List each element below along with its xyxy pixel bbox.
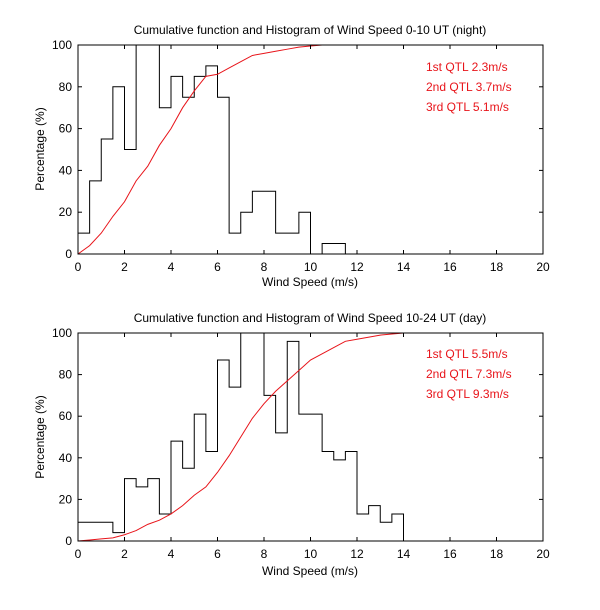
quantile-annotation-2: 2nd QTL 3.7m/s (426, 80, 512, 94)
x-axis-label: Wind Speed (m/s) (262, 275, 358, 289)
plot-area: 0 2 4 6 8 10 12 14 16 18 20 0 20 40 60 80 100 (52, 38, 550, 274)
quantile-annotation-2: 2nd QTL 7.3m/s (426, 367, 512, 381)
x-tick-label: 0 (75, 260, 82, 274)
x-tick-label: 0 (75, 547, 82, 561)
chart-panel-day: Cumulative function and Histogram of Win… (33, 311, 550, 578)
y-tick-label: 80 (59, 368, 73, 382)
x-tick-label: 18 (490, 260, 504, 274)
plot-area: 0 2 4 6 8 10 12 14 16 18 20 0 20 40 60 80 100 (52, 326, 550, 561)
x-tick-label: 14 (397, 260, 411, 274)
x-tick-label: 10 (304, 260, 318, 274)
x-tick-label: 4 (168, 260, 175, 274)
x-tick-label: 6 (214, 547, 221, 561)
x-tick-label: 6 (214, 260, 221, 274)
x-tick-label: 12 (350, 260, 364, 274)
y-tick-label: 80 (59, 80, 73, 94)
y-tick-label: 0 (65, 534, 72, 548)
quantile-annotation-1: 1st QTL 5.5m/s (426, 347, 508, 361)
x-tick-label: 8 (261, 547, 268, 561)
y-tick-label: 40 (59, 163, 73, 177)
x-tick-label: 4 (168, 547, 175, 561)
x-tick-label: 20 (536, 260, 550, 274)
x-tick-label: 16 (443, 547, 457, 561)
chart-title: Cumulative function and Histogram of Win… (134, 311, 487, 325)
quantile-annotation-1: 1st QTL 2.3m/s (426, 60, 508, 74)
y-axis-label: Percentage (%) (33, 395, 47, 478)
x-tick-label: 2 (121, 260, 128, 274)
chart-panel-night: Cumulative function and Histogram of Win… (33, 23, 550, 289)
y-tick-label: 0 (65, 247, 72, 261)
x-tick-label: 12 (350, 547, 364, 561)
cumulative-series (77, 332, 543, 542)
x-tick-label: 16 (443, 260, 457, 274)
quantile-annotation-3: 3rd QTL 5.1m/s (426, 100, 509, 114)
quantile-annotation-3: 3rd QTL 9.3m/s (426, 387, 509, 401)
y-tick-label: 20 (59, 492, 73, 506)
x-tick-label: 10 (304, 547, 318, 561)
y-tick-label: 40 (59, 451, 73, 465)
y-axis-label: Percentage (%) (33, 107, 47, 190)
x-tick-label: 8 (261, 260, 268, 274)
x-tick-label: 20 (536, 547, 550, 561)
x-axis-label: Wind Speed (m/s) (262, 564, 358, 578)
y-tick-label: 20 (59, 205, 73, 219)
y-tick-label: 60 (59, 409, 73, 423)
y-tick-label: 60 (59, 122, 73, 136)
chart-title: Cumulative function and Histogram of Win… (134, 23, 487, 37)
x-tick-label: 14 (397, 547, 411, 561)
x-tick-label: 2 (121, 547, 128, 561)
y-tick-label: 100 (52, 38, 72, 52)
y-tick-label: 100 (52, 326, 72, 340)
x-tick-label: 18 (490, 547, 504, 561)
